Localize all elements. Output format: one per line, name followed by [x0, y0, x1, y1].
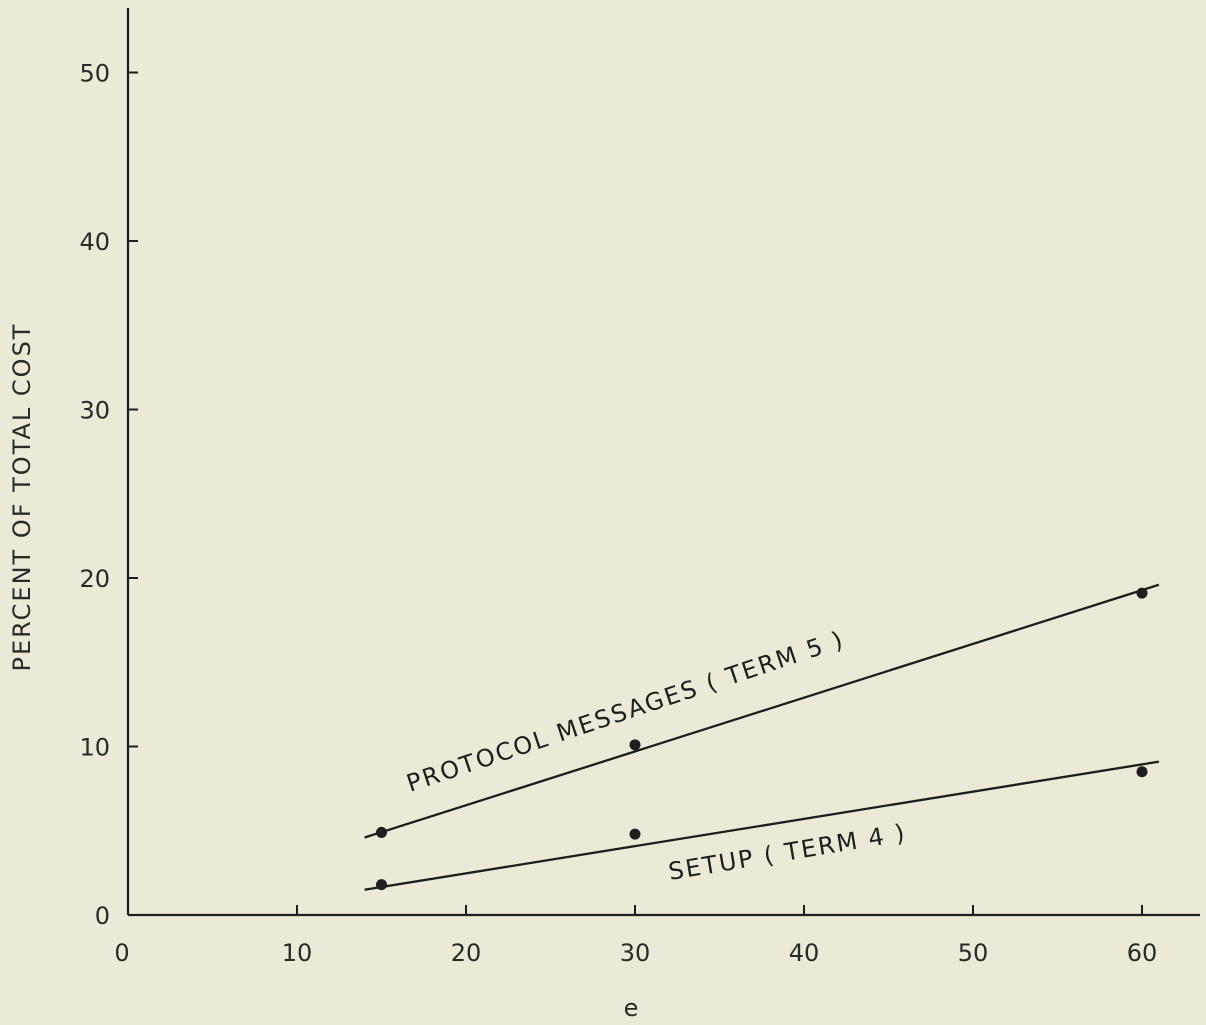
tick-labels: 0 10 20 30 40 50 60 0 10 20 30 40 50 [79, 60, 1157, 968]
series-label: PROTOCOL MESSAGES ( TERM 5 ) [403, 625, 848, 797]
x-tick-label: 0 [114, 939, 129, 967]
series-labels: PROTOCOL MESSAGES ( TERM 5 ) SETUP ( TERM… [403, 625, 908, 886]
x-tick-label: 30 [620, 939, 651, 967]
x-tick-label: 60 [1127, 939, 1158, 967]
series-lines [364, 583, 1160, 891]
data-point [1136, 587, 1148, 599]
x-tick-label: 50 [958, 939, 989, 967]
x-tick-label: 40 [789, 939, 820, 967]
y-axis-label: PERCENT OF TOTAL COST [8, 323, 36, 672]
x-axis-label: e [624, 994, 641, 1022]
data-point [629, 828, 641, 840]
data-point [629, 739, 641, 751]
series-label: SETUP ( TERM 4 ) [666, 819, 908, 886]
y-tick-label: 0 [95, 902, 110, 930]
y-tick-label: 30 [79, 397, 110, 425]
series-line [364, 760, 1160, 891]
series-points [376, 587, 1148, 891]
axes [126, 8, 1200, 917]
data-point [376, 826, 387, 838]
y-tick-label: 10 [79, 734, 110, 762]
data-point [1136, 766, 1148, 778]
y-tick-label: 20 [79, 565, 110, 593]
y-tick-label: 50 [79, 60, 110, 88]
data-point [376, 879, 387, 891]
x-tick-label: 10 [282, 939, 313, 967]
series-line [364, 583, 1160, 839]
x-tick-label: 20 [451, 939, 482, 967]
y-tick-label: 40 [79, 228, 110, 256]
